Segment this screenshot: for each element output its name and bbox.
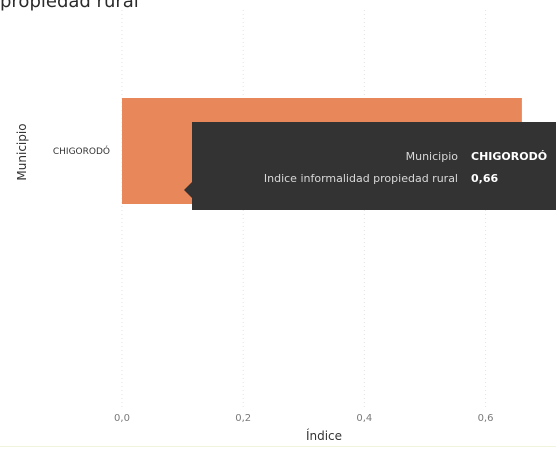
tooltip-label: Municipio [405, 150, 458, 163]
category-labels: CHIGORODÓ [53, 145, 110, 157]
x-tick-label: 0,0 [114, 413, 130, 424]
x-tick-label: 0,4 [356, 413, 372, 424]
x-tick-label: 0,6 [478, 413, 494, 424]
bottom-divider [0, 446, 556, 447]
x-tick-labels: 0,0 0,2 0,4 0,6 [114, 413, 493, 424]
tooltip: Municipio CHIGORODÓ Indice informalidad … [184, 122, 556, 210]
tooltip-value: CHIGORODÓ [471, 150, 548, 163]
tooltip-label: Indice informalidad propiedad rural [263, 172, 458, 185]
x-tick-label: 0,2 [235, 413, 251, 424]
x-axis-title: Índice [306, 428, 342, 443]
tooltip-arrow [184, 182, 192, 198]
tooltip-value: 0,66 [471, 172, 499, 185]
y-axis-title: Municipio [15, 123, 29, 180]
grid-layer [121, 10, 487, 410]
category-label: CHIGORODÓ [53, 145, 110, 157]
top-cut-off-text: propiedad rural [0, 0, 139, 12]
